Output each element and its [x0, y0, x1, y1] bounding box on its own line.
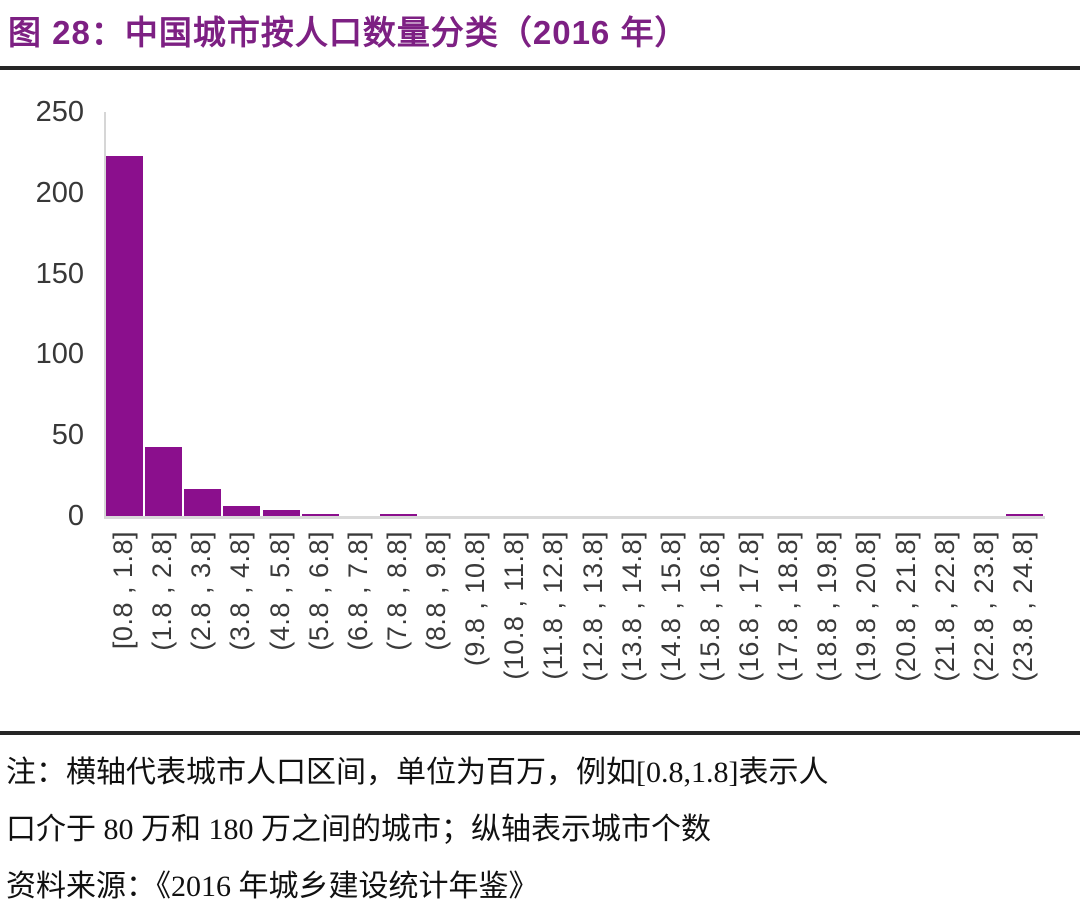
x-tick-label: (8.8 , 9.8] [421, 531, 452, 651]
bar [145, 446, 183, 516]
x-label-slot: (3.8 , 4.8] [221, 531, 260, 727]
bar-slot [419, 112, 458, 516]
x-tick-label: (11.8 , 12.8] [538, 531, 569, 680]
bar-slot [458, 112, 497, 516]
note-line: 注：横轴代表城市人口区间，单位为百万，例如[0.8,1.8]表示人 [6, 756, 829, 789]
x-tick-label: (18.8 , 19.8] [812, 531, 843, 682]
bar-slot [889, 112, 928, 516]
y-tick-label: 0 [67, 500, 84, 532]
bar-slot [654, 112, 693, 516]
plot-area [104, 112, 1045, 519]
x-label-slot: (16.8 , 17.8] [730, 531, 769, 727]
bar [262, 509, 300, 516]
x-label-slot: (11.8 , 12.8] [534, 531, 573, 727]
x-tick-label: (10.8 , 11.8] [499, 531, 530, 680]
bars-container [106, 112, 1045, 516]
x-label-slot: (8.8 , 9.8] [417, 531, 456, 727]
x-tick-label: (2.8 , 3.8] [186, 531, 217, 651]
bar-slot [379, 112, 419, 516]
x-label-slot: [0.8 , 1.8] [104, 531, 143, 727]
x-tick-label: (12.8 , 13.8] [577, 531, 608, 682]
x-label-slot: (2.8 , 3.8] [182, 531, 221, 727]
figure-notes: 注：横轴代表城市人口区间，单位为百万，例如[0.8,1.8]表示人 口介于 80… [6, 744, 1074, 907]
bar-slot [106, 112, 145, 516]
bar [1005, 514, 1043, 516]
bar-slot [810, 112, 849, 516]
bar-slot [771, 112, 810, 516]
x-tick-label: (22.8 , 23.8] [968, 531, 999, 682]
bar-slot [693, 112, 732, 516]
x-tick-label: (20.8 , 21.8] [890, 531, 921, 682]
title-divider [0, 66, 1080, 70]
figure-title: 图 28：中国城市按人口数量分类（2016 年） [8, 14, 689, 51]
bar-slot [928, 112, 967, 516]
bar-slot [341, 112, 380, 516]
bar-slot [497, 112, 536, 516]
x-label-slot: (22.8 , 23.8] [965, 531, 1004, 727]
x-tick-label: (14.8 , 15.8] [655, 531, 686, 682]
y-tick-label: 150 [35, 257, 84, 290]
x-tick-label: (23.8 , 24.8] [1007, 531, 1038, 682]
x-label-slot: (14.8 , 15.8] [652, 531, 691, 727]
source-line: 资料来源：《2016 年城乡建设统计年鉴》 [6, 870, 539, 903]
bar-slot [145, 112, 184, 516]
x-label-slot: (23.8 , 24.8] [1004, 531, 1043, 727]
bar-slot [967, 112, 1006, 516]
x-tick-label: (6.8 , 7.8] [342, 531, 373, 651]
y-tick-label: 250 [35, 96, 84, 128]
x-tick-label: (1.8 , 2.8] [147, 531, 178, 651]
bar [301, 514, 339, 516]
x-tick-label: (13.8 , 14.8] [616, 531, 647, 682]
bar [106, 155, 143, 516]
x-tick-label: (21.8 , 22.8] [929, 531, 960, 682]
x-label-slot: (5.8 , 6.8] [300, 531, 339, 727]
bar-slot [615, 112, 654, 516]
x-label-slot: (13.8 , 14.8] [613, 531, 652, 727]
notes-divider [0, 731, 1080, 735]
y-axis-labels: 0 50 100 150 200 250 [0, 96, 92, 532]
bar [223, 506, 261, 516]
x-label-slot: (12.8 , 13.8] [574, 531, 613, 727]
y-tick-label: 50 [51, 419, 84, 452]
x-label-slot: (6.8 , 7.8] [339, 531, 378, 727]
bar-slot [223, 112, 262, 516]
bar-slot [536, 112, 575, 516]
x-label-slot: (7.8 , 8.8] [378, 531, 417, 727]
bar-slot [301, 112, 341, 516]
bar [184, 488, 222, 516]
bar-slot [732, 112, 771, 516]
y-tick-label: 200 [35, 176, 84, 209]
x-label-slot: (9.8 , 10.8] [456, 531, 495, 727]
x-tick-label: (7.8 , 8.8] [381, 531, 412, 651]
x-tick-label: (15.8 , 16.8] [694, 531, 725, 682]
x-label-slot: (4.8 , 5.8] [261, 531, 300, 727]
bar-slot [262, 112, 302, 516]
x-label-slot: (1.8 , 2.8] [143, 531, 182, 727]
x-tick-label: (5.8 , 6.8] [303, 531, 334, 651]
x-label-slot: (18.8 , 19.8] [808, 531, 847, 727]
x-label-slot: (15.8 , 16.8] [691, 531, 730, 727]
y-tick-label: 100 [35, 338, 84, 371]
bar-slot [1005, 112, 1045, 516]
x-tick-label: (19.8 , 20.8] [851, 531, 882, 682]
x-label-slot: (19.8 , 20.8] [847, 531, 886, 727]
x-axis-labels: [0.8 , 1.8] (1.8 , 2.8] (2.8 , 3.8] (3.8 , … [104, 531, 1043, 727]
note-line: 口介于 80 万和 180 万之间的城市；纵轴表示城市个数 [6, 813, 711, 846]
x-tick-label: (16.8 , 17.8] [734, 531, 765, 682]
x-label-slot: (20.8 , 21.8] [887, 531, 926, 727]
bar-slot [849, 112, 888, 516]
x-label-slot: (21.8 , 22.8] [926, 531, 965, 727]
bar-slot [184, 112, 223, 516]
x-tick-label: (9.8 , 10.8] [460, 531, 491, 667]
x-tick-label: (17.8 , 18.8] [773, 531, 804, 682]
bar [379, 514, 417, 516]
x-tick-label: (3.8 , 4.8] [225, 531, 256, 651]
x-label-slot: (17.8 , 18.8] [769, 531, 808, 727]
x-label-slot: (10.8 , 11.8] [495, 531, 534, 727]
x-tick-label: (4.8 , 5.8] [264, 531, 295, 651]
x-tick-label: [0.8 , 1.8] [108, 531, 139, 650]
bar-slot [576, 112, 615, 516]
